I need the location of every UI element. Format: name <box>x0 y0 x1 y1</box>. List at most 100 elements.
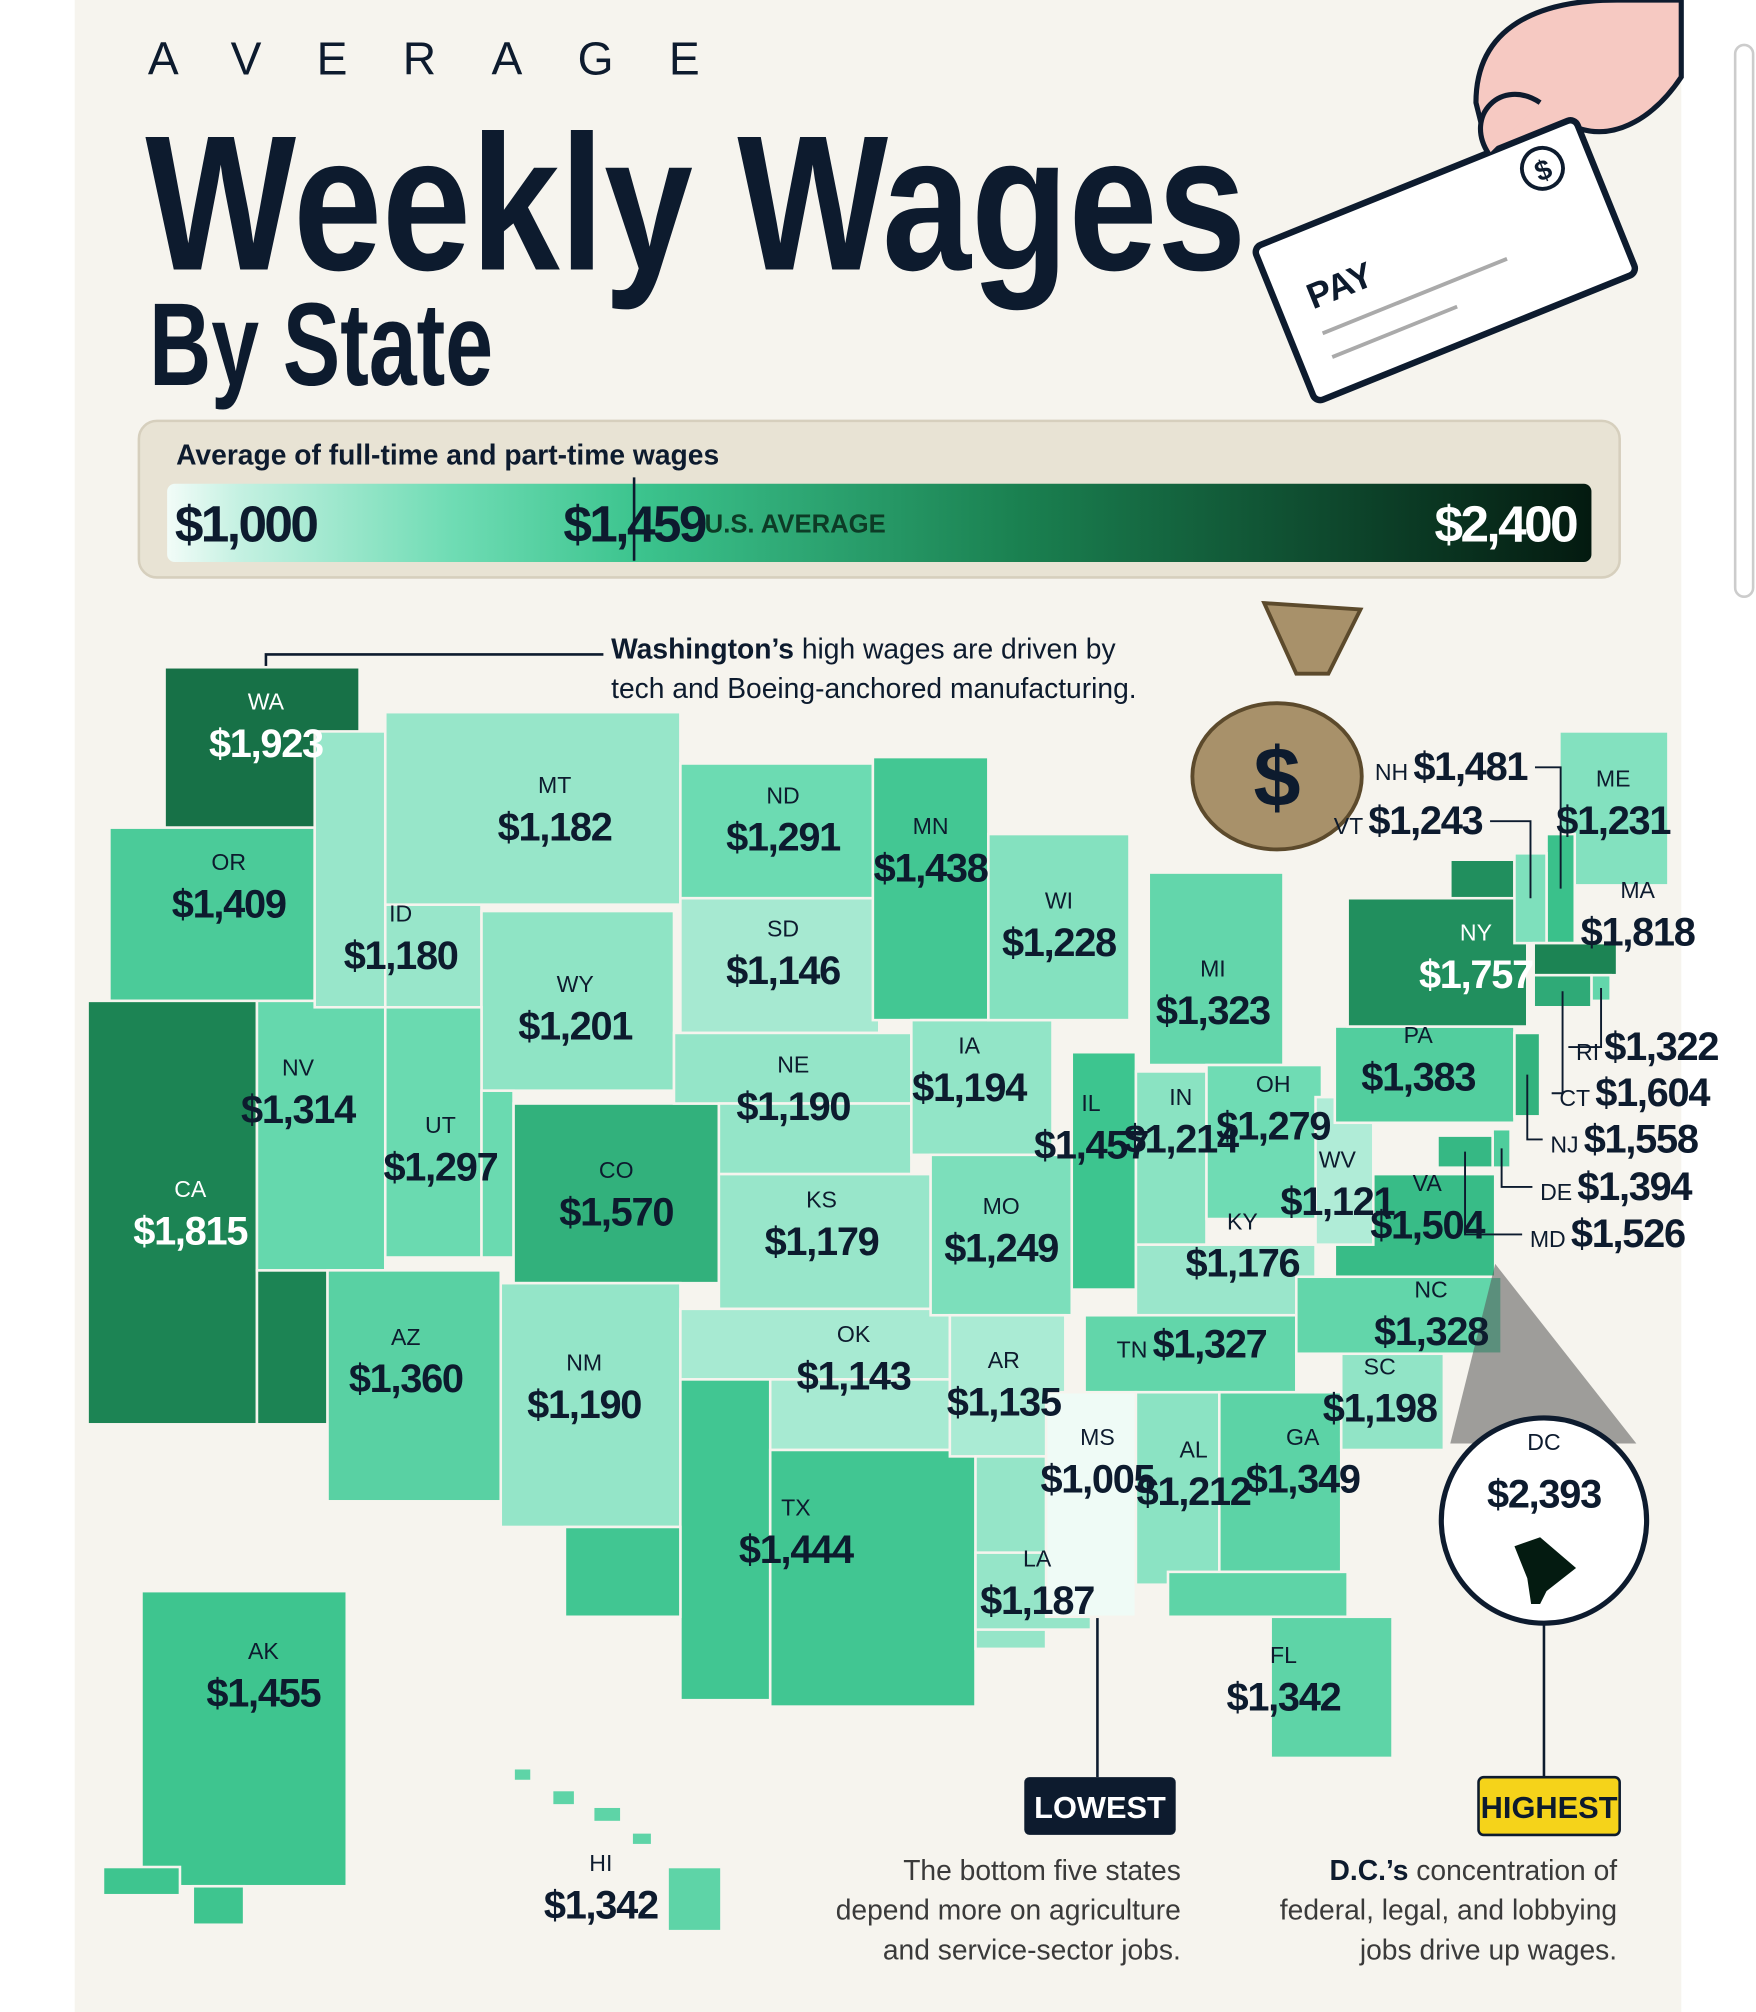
state-value: $1,328 <box>1374 1310 1488 1354</box>
state <box>1558 730 1670 887</box>
state-abbr: HI <box>589 1850 612 1876</box>
state-value: $1,570 <box>559 1190 673 1234</box>
state-abbr: MT <box>538 772 571 798</box>
legend-gradient <box>167 483 1592 563</box>
state <box>630 1831 654 1847</box>
badge-label: LOWEST <box>1034 1790 1166 1825</box>
state-value: $1,604 <box>1595 1071 1710 1115</box>
state-abbr: ND <box>766 782 799 808</box>
state-value: $1,228 <box>1002 921 1116 965</box>
state <box>563 1525 682 1619</box>
state <box>480 1089 515 1259</box>
state-abbr: UT <box>425 1112 456 1138</box>
state-value: $1,179 <box>765 1220 879 1264</box>
state-abbr: IL <box>1081 1090 1100 1116</box>
state <box>480 909 676 1092</box>
state <box>1333 1025 1516 1125</box>
state-abbr: AZ <box>391 1324 420 1350</box>
annotation: D.C.’s concentration of <box>1330 1854 1618 1886</box>
state <box>1449 858 1516 900</box>
state-abbr: AL <box>1180 1437 1208 1463</box>
state <box>140 1589 349 1888</box>
title: Weekly Wages <box>145 95 1246 310</box>
state-abbr: VA <box>1413 1170 1443 1196</box>
annotation: Washington’s high wages are driven by <box>611 632 1116 664</box>
state-value: $1,297 <box>383 1146 497 1190</box>
state <box>1514 1537 1577 1604</box>
leader-line <box>1534 766 1562 889</box>
state-value: $1,231 <box>1556 799 1671 843</box>
state <box>666 1865 723 1933</box>
annotation: federal, legal, and lobbying <box>1280 1894 1617 1926</box>
annotation: jobs drive up wages. <box>1359 1933 1617 1965</box>
state <box>1218 1390 1343 1574</box>
state-value: $1,182 <box>498 805 612 849</box>
state <box>86 999 259 1426</box>
state-abbr: WY <box>557 971 594 997</box>
state-abbr: MI <box>1200 955 1226 981</box>
state-value: $1,180 <box>344 934 458 978</box>
state <box>383 1006 483 1259</box>
state-abbr: NY <box>1460 920 1492 946</box>
subtitle: By State <box>149 279 493 411</box>
inset-circle <box>1438 1415 1650 1626</box>
state-abbr: LA <box>1023 1546 1052 1572</box>
state-abbr: AK <box>248 1638 279 1664</box>
state-abbr: DE <box>1540 1179 1572 1205</box>
check-illustration: PAY $ <box>1252 0 1684 404</box>
state <box>313 730 387 1009</box>
state <box>987 832 1131 1022</box>
state-value: $1,342 <box>1227 1675 1341 1719</box>
annotation-bold: Washington’s <box>611 632 794 664</box>
state-abbr: DC <box>1527 1429 1560 1455</box>
state-value: $1,146 <box>726 949 840 993</box>
kicker: AVERAGE <box>148 32 700 84</box>
leader-line <box>1464 1151 1523 1236</box>
state-value: $1,190 <box>736 1085 850 1129</box>
state-label: NJ $1,558 <box>1550 1117 1697 1161</box>
state <box>101 1865 182 1897</box>
state <box>1147 871 1285 1067</box>
state-value: $1,323 <box>1156 989 1270 1033</box>
state <box>768 1378 952 1452</box>
state <box>512 1766 533 1783</box>
state <box>679 762 875 900</box>
leader-line <box>1551 991 1564 1095</box>
state <box>512 1102 721 1285</box>
state-abbr: GA <box>1286 1424 1320 1450</box>
state <box>591 1805 623 1824</box>
annotation-text: concentration of <box>1416 1854 1617 1886</box>
state-abbr: NH <box>1375 759 1408 785</box>
leader-line <box>1526 1074 1543 1141</box>
state <box>1346 896 1529 1028</box>
state-abbr: IN <box>1169 1084 1192 1110</box>
state-label: MD $1,526 <box>1530 1212 1685 1256</box>
state <box>1134 1390 1221 1586</box>
state-abbr: ID <box>389 900 412 926</box>
state-abbr: OK <box>837 1321 871 1347</box>
state-abbr: NC <box>1414 1276 1447 1302</box>
state <box>255 999 387 1272</box>
state-abbr: RI <box>1576 1039 1599 1065</box>
legend-title: Average of full-time and part-time wages <box>176 439 719 471</box>
state-value: $1,455 <box>206 1672 321 1716</box>
state-abbr: CO <box>599 1157 634 1183</box>
state-value: $1,457 <box>1034 1124 1148 1168</box>
annotation: tech and Boeing-anchored manufacturing. <box>611 672 1137 704</box>
state-abbr: NV <box>282 1054 315 1080</box>
state <box>383 710 682 906</box>
state-value: $1,214 <box>1124 1117 1239 1161</box>
state-abbr: KS <box>806 1186 837 1212</box>
state-abbr: CT <box>1559 1085 1590 1111</box>
state-abbr: IA <box>958 1032 980 1058</box>
highest-badge <box>1477 1775 1621 1837</box>
state-value: $1,504 <box>1370 1203 1485 1247</box>
scrollbar <box>1733 43 1755 598</box>
state-value: $1,279 <box>1216 1104 1330 1148</box>
state-label: CT $1,604 <box>1559 1071 1710 1115</box>
state <box>1166 1570 1349 1619</box>
state-value: $1,201 <box>518 1004 633 1048</box>
state-value: $1,135 <box>947 1380 1062 1424</box>
state-abbr: MS <box>1080 1424 1115 1450</box>
state-abbr: TX <box>781 1494 810 1520</box>
